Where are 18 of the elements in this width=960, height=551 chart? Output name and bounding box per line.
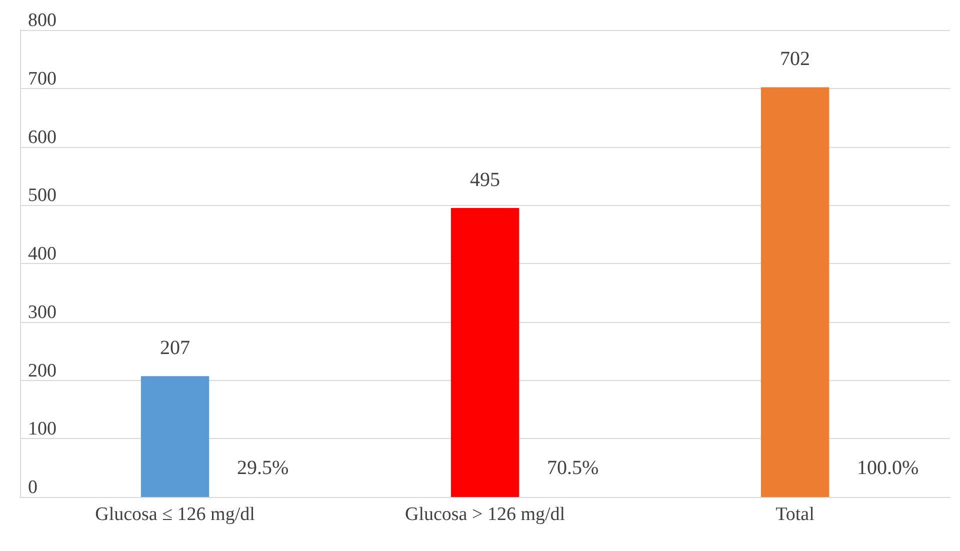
annotation: 29.5% [237,456,289,479]
annotation: 100.0% [857,456,919,479]
y-tick-label: 600 [28,126,56,148]
data-label: 495 [470,169,500,192]
x-tick-label: Total [776,504,814,525]
data-label: 207 [160,337,190,360]
x-tick-label: Glucosa > 126 mg/dl [404,504,566,525]
y-tick-label: 700 [28,68,56,90]
x-tick-label: Glucosa ≤ 126 mg/dl [95,504,255,525]
annotation: 70.5% [547,456,599,479]
y-tick-label: 100 [28,418,56,440]
y-tick-label: 200 [28,360,56,382]
y-tick-label: 400 [28,244,56,264]
y-tick-label: 300 [28,302,56,323]
y-tick-label: 500 [28,185,56,206]
data-label: 702 [780,48,810,70]
y-tick-label: 0 [28,477,38,498]
y-tick-label: 800 [28,10,56,31]
